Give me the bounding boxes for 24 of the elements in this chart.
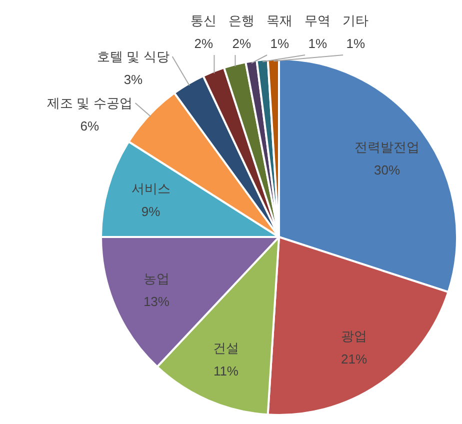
data-label: 11% xyxy=(213,364,239,379)
data-label: 13% xyxy=(143,294,170,310)
slice-label: 호텔 및 식당 xyxy=(97,48,170,64)
slice-label: 통신 xyxy=(190,13,217,28)
data-label: 21% xyxy=(341,351,368,366)
slice-label: 서비스 xyxy=(131,180,170,196)
slice-label: 농업 xyxy=(143,271,170,286)
data-label: 2% xyxy=(194,36,214,51)
data-label: 1% xyxy=(270,36,290,51)
data-label: 6% xyxy=(80,118,100,134)
data-label: 1% xyxy=(346,36,366,51)
data-label: 30% xyxy=(374,162,400,178)
slice-label: 건설 xyxy=(212,340,239,356)
slice-label: 은행 xyxy=(228,13,255,28)
data-label: 3% xyxy=(124,72,144,87)
slice-label: 전력발전업 xyxy=(354,140,420,155)
slice-label: 제조 및 수공업 xyxy=(47,95,132,110)
data-label: 2% xyxy=(232,36,252,51)
slice-label: 기타 xyxy=(342,13,369,28)
data-label: 9% xyxy=(141,204,161,219)
data-label: 1% xyxy=(308,36,328,51)
slice-label: 목재 xyxy=(266,13,293,28)
slice-label: 무역 xyxy=(304,13,331,28)
slice-label: 광업 xyxy=(341,328,368,344)
